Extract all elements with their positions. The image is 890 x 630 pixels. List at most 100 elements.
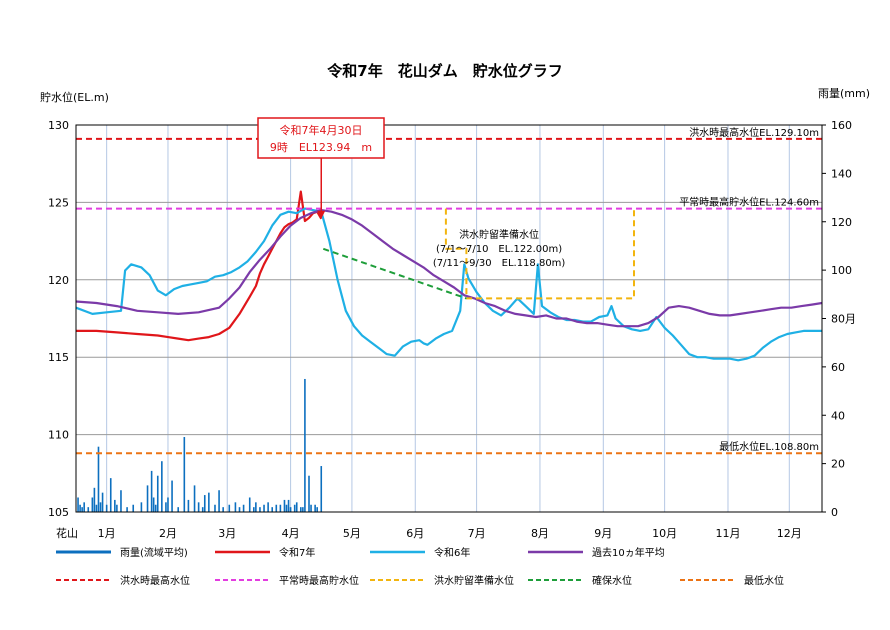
rain-bar-34 bbox=[203, 495, 206, 512]
rain-bar-40 bbox=[234, 502, 237, 512]
series-line-1 bbox=[75, 207, 822, 362]
right-tick-0: 0 bbox=[831, 506, 838, 519]
rain-bar-44 bbox=[253, 507, 255, 512]
rain-bar-64 bbox=[316, 507, 318, 512]
left-tick-120: 120 bbox=[48, 274, 69, 287]
rain-bar-27 bbox=[171, 480, 173, 512]
rain-bar-16 bbox=[126, 507, 128, 512]
rain-bar-43 bbox=[248, 497, 251, 512]
legend-label-3: 過去10ヵ年平均 bbox=[592, 546, 665, 559]
rain-bar-30 bbox=[187, 499, 190, 512]
rain-bar-21 bbox=[152, 497, 155, 512]
rain-bar-29 bbox=[183, 437, 186, 512]
rain-bar-0 bbox=[77, 497, 79, 512]
rain-bar-49 bbox=[271, 507, 274, 512]
plot-frame bbox=[75, 124, 823, 513]
rain-bar-24 bbox=[161, 461, 163, 512]
legend-label-1: 令和7年 bbox=[279, 546, 315, 559]
rain-bar-51 bbox=[279, 504, 282, 512]
rain-bar-62 bbox=[310, 504, 312, 512]
right-tick-60: 60 bbox=[831, 361, 845, 374]
rain-bar-54 bbox=[287, 499, 290, 512]
rain-bar-38 bbox=[222, 507, 224, 512]
rain-bar-60 bbox=[304, 378, 306, 512]
rain-bar-3 bbox=[83, 502, 85, 512]
rain-bar-39 bbox=[228, 504, 231, 512]
callout-line1: 令和7年4月30日 bbox=[280, 123, 363, 137]
rain-bar-23 bbox=[156, 475, 159, 512]
legend-label-2: 令和6年 bbox=[434, 546, 470, 559]
callout-arrowhead bbox=[317, 210, 326, 219]
series-line-6 bbox=[444, 208, 635, 300]
right-axis-label: 雨量(mm) bbox=[818, 87, 870, 100]
rain-bar-25 bbox=[165, 502, 167, 512]
left-tick-130: 130 bbox=[48, 119, 69, 132]
right-tick-140: 140 bbox=[831, 167, 852, 180]
month-tick-12: 12月 bbox=[777, 527, 802, 540]
rain-bar-10 bbox=[101, 492, 104, 512]
rain-bar-7 bbox=[95, 504, 98, 512]
rain-bar-41 bbox=[238, 507, 241, 512]
legend-label-8: 最低水位 bbox=[744, 574, 784, 587]
station-label: 花山 bbox=[56, 527, 78, 540]
rain-bar-35 bbox=[208, 492, 210, 512]
rain-bar-1 bbox=[79, 504, 81, 512]
month-tick-10: 10月 bbox=[652, 527, 677, 540]
month-tick-7: 7月 bbox=[468, 527, 486, 540]
legend-label-4: 洪水時最高水位 bbox=[120, 574, 190, 587]
rain-bar-5 bbox=[91, 497, 94, 512]
rain-bar-59 bbox=[302, 507, 304, 512]
rain-bar-28 bbox=[177, 507, 179, 512]
rain-bar-32 bbox=[197, 502, 200, 512]
rain-bar-19 bbox=[146, 485, 149, 512]
rain-bar-57 bbox=[295, 502, 298, 512]
rain-bar-42 bbox=[242, 504, 245, 512]
left-tick-125: 125 bbox=[48, 196, 69, 209]
rain-bar-15 bbox=[120, 490, 122, 512]
rain-bar-6 bbox=[93, 487, 96, 512]
rain-bar-36 bbox=[214, 504, 216, 512]
rain-bar-46 bbox=[259, 507, 261, 512]
rain-bar-13 bbox=[114, 499, 116, 512]
rain-bar-37 bbox=[218, 490, 220, 512]
rain-bar-63 bbox=[314, 504, 316, 512]
flood-prep-note-2: (7/11～9/30 EL.118.80m) bbox=[433, 258, 566, 269]
callout-box bbox=[257, 117, 385, 159]
right-tick-120: 120 bbox=[831, 216, 852, 229]
rain-bar-56 bbox=[293, 504, 296, 512]
month-tick-1: 1月 bbox=[98, 527, 116, 540]
chart-title: 令和7年 花山ダム 貯水位グラフ bbox=[327, 62, 562, 80]
month-tick-2: 2月 bbox=[159, 527, 177, 540]
rain-bar-55 bbox=[289, 507, 292, 512]
right-tick-160: 160 bbox=[831, 119, 852, 132]
month-tick-5: 5月 bbox=[343, 527, 361, 540]
legend-label-0: 雨量(流域平均) bbox=[120, 546, 188, 559]
threshold-label-0: 洪水時最高水位EL.129.10m bbox=[689, 126, 819, 139]
rain-bar-31 bbox=[193, 485, 196, 512]
rain-bar-45 bbox=[255, 502, 257, 512]
rain-bar-65 bbox=[320, 466, 323, 512]
month-tick-8: 8月 bbox=[531, 527, 549, 540]
series-line-7 bbox=[322, 247, 467, 300]
rain-bar-17 bbox=[132, 504, 135, 512]
flood-prep-note-0: 洪水貯留準備水位 bbox=[459, 228, 539, 241]
rain-bar-20 bbox=[150, 470, 153, 512]
rain-bar-53 bbox=[285, 504, 288, 512]
threshold-label-2: 最低水位EL.108.80m bbox=[719, 440, 819, 453]
flood-prep-note-1: (7/1～7/10 EL.122.00m) bbox=[436, 244, 562, 255]
month-tick-11: 11月 bbox=[715, 527, 740, 540]
month-tick-9: 9月 bbox=[594, 527, 612, 540]
left-tick-105: 105 bbox=[48, 506, 69, 519]
left-tick-110: 110 bbox=[48, 429, 69, 442]
rain-bar-50 bbox=[275, 504, 278, 512]
rain-bar-11 bbox=[105, 504, 108, 512]
right-tick-40: 40 bbox=[831, 409, 845, 422]
month-tick-6: 6月 bbox=[406, 527, 424, 540]
rain-bar-12 bbox=[109, 478, 112, 512]
series-line-0 bbox=[76, 190, 323, 342]
rain-bar-26 bbox=[167, 497, 169, 512]
series-line-2 bbox=[75, 209, 823, 328]
rain-bar-58 bbox=[300, 507, 302, 512]
threshold-label-1: 平常時最高貯水位EL.124.60m bbox=[679, 196, 819, 209]
